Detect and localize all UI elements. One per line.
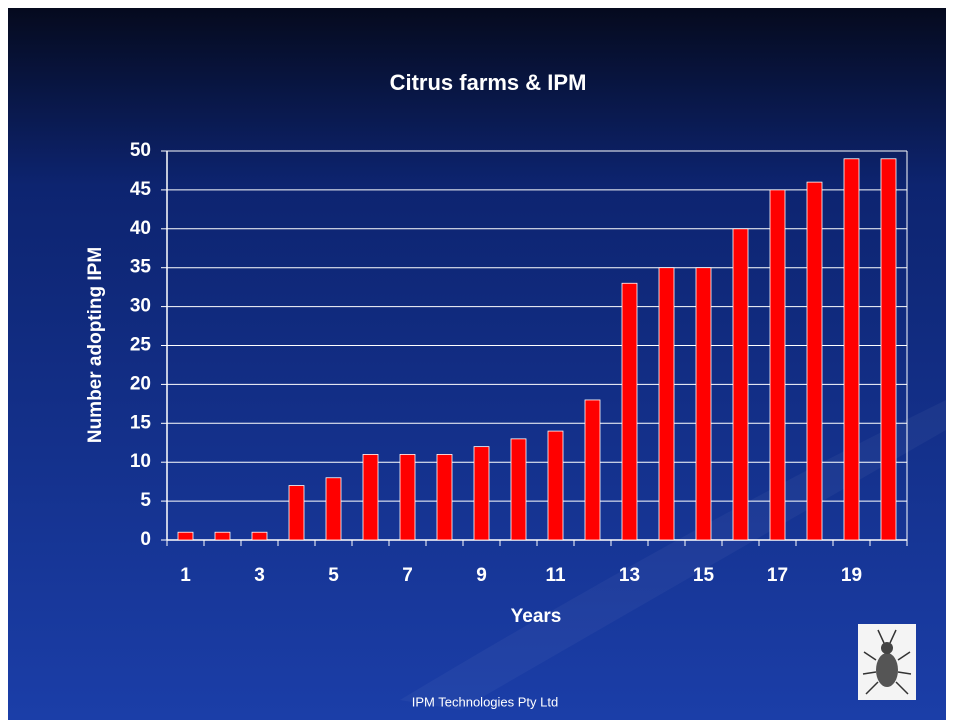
x-tick-label: 3 [254,565,265,586]
bar [696,268,711,540]
y-tick-label: 10 [130,451,151,472]
y-tick-label: 20 [130,373,151,394]
y-tick-label: 40 [130,218,151,239]
bar [178,532,193,540]
x-tick-label: 11 [545,565,566,586]
y-tick-label: 45 [130,179,152,200]
x-tick-label: 7 [402,565,413,586]
y-tick-label: 0 [140,529,151,550]
bar [807,182,822,540]
y-tick-label: 35 [130,257,152,278]
bar [252,532,267,540]
footer: IPM Technologies Pty Ltd [412,694,558,709]
y-tick-label: 30 [130,296,151,317]
y-axis-label: Number adopting IPM [85,247,106,443]
bar [437,454,452,540]
bar [215,532,230,540]
slide: Citrus farms & IPM Number adopting IPM Y… [0,0,955,724]
bar [400,454,415,540]
bar [622,283,637,540]
x-tick-label: 9 [476,565,487,586]
bar [733,229,748,540]
x-axis-label: Years [511,606,562,627]
bar [474,447,489,540]
bar [659,268,674,540]
bar [770,190,785,540]
y-tick-label: 50 [130,140,151,161]
chart-title: Citrus farms & IPM [390,70,587,95]
bar [511,439,526,540]
x-tick-label: 15 [693,565,715,586]
x-tick-label: 17 [767,565,788,586]
x-tick-label: 1 [180,565,191,586]
beetle-logo [858,624,916,700]
bar [844,159,859,540]
x-tick-label: 13 [619,565,640,586]
x-tick-label: 5 [328,565,339,586]
bar [289,486,304,540]
bar [585,400,600,540]
bar [363,454,378,540]
y-tick-label: 5 [140,490,151,511]
y-tick-label: 15 [130,412,152,433]
bar [548,431,563,540]
y-tick-label: 25 [130,335,152,356]
bar [326,478,341,540]
x-tick-label: 19 [841,565,862,586]
bar [881,159,896,540]
slide-background [8,8,946,720]
